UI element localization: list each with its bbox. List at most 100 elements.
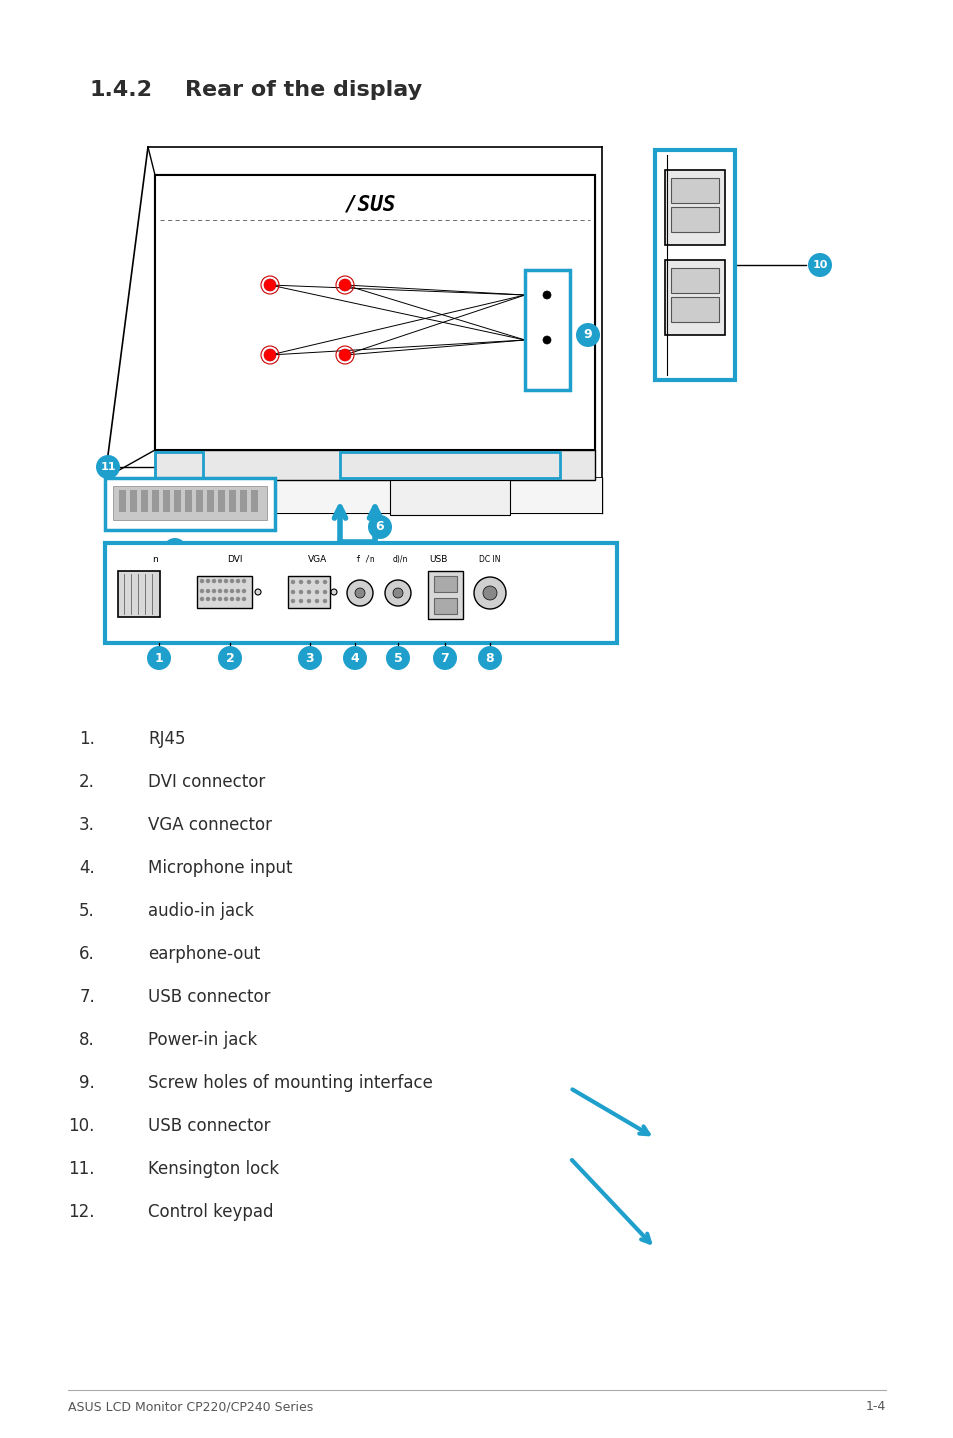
Circle shape — [218, 590, 222, 592]
Bar — [434, 577, 456, 592]
Circle shape — [347, 580, 373, 605]
Text: /SUS: /SUS — [344, 196, 395, 216]
Circle shape — [338, 279, 351, 290]
Text: Microphone input: Microphone input — [148, 858, 293, 877]
Text: Power-in jack: Power-in jack — [148, 1031, 257, 1048]
Text: Rear of the display: Rear of the display — [185, 81, 421, 101]
Bar — [670, 298, 719, 322]
Circle shape — [254, 590, 261, 595]
Circle shape — [323, 580, 327, 584]
Circle shape — [314, 590, 318, 594]
Bar — [434, 598, 456, 614]
Circle shape — [355, 588, 365, 598]
Circle shape — [235, 590, 240, 592]
Bar — [339, 452, 559, 477]
Text: USB connector: USB connector — [148, 988, 271, 1007]
Bar — [670, 207, 719, 232]
Text: RJ45: RJ45 — [148, 731, 185, 748]
Circle shape — [230, 590, 233, 592]
Text: n: n — [152, 555, 157, 564]
Circle shape — [242, 590, 246, 592]
Circle shape — [200, 597, 204, 601]
Text: USB: USB — [428, 555, 447, 564]
Bar — [428, 571, 462, 618]
Circle shape — [314, 600, 318, 603]
Bar — [163, 490, 170, 512]
Circle shape — [307, 580, 311, 584]
Text: ASUS LCD Monitor CP220/CP240 Series: ASUS LCD Monitor CP220/CP240 Series — [68, 1401, 313, 1414]
Text: 7.: 7. — [79, 988, 95, 1007]
Bar — [105, 544, 617, 643]
Text: 10.: 10. — [69, 1117, 95, 1135]
Circle shape — [218, 597, 222, 601]
Circle shape — [323, 590, 327, 594]
Bar — [154, 175, 595, 450]
Text: 3: 3 — [305, 651, 314, 664]
Circle shape — [307, 590, 311, 594]
Text: 10: 10 — [811, 260, 827, 270]
Circle shape — [433, 646, 456, 670]
Circle shape — [338, 349, 351, 361]
Circle shape — [230, 580, 233, 582]
Circle shape — [323, 600, 327, 603]
Bar — [207, 490, 213, 512]
Bar — [118, 571, 160, 617]
Text: 6.: 6. — [79, 945, 95, 963]
Text: 3.: 3. — [79, 815, 95, 834]
Circle shape — [163, 538, 187, 562]
Circle shape — [474, 577, 505, 610]
Circle shape — [264, 279, 275, 290]
Circle shape — [218, 646, 242, 670]
Text: 2.: 2. — [79, 774, 95, 791]
Text: DVI connector: DVI connector — [148, 774, 265, 791]
Circle shape — [385, 580, 411, 605]
Bar — [288, 577, 330, 608]
Text: 2: 2 — [226, 651, 234, 664]
Bar — [524, 270, 569, 390]
Text: 1-4: 1-4 — [864, 1401, 885, 1414]
Text: 4: 4 — [351, 651, 359, 664]
Bar — [670, 267, 719, 293]
Text: Kensington lock: Kensington lock — [148, 1160, 279, 1178]
Bar — [240, 490, 247, 512]
Text: 12: 12 — [167, 545, 183, 555]
Text: DC IN: DC IN — [478, 555, 500, 564]
Circle shape — [264, 349, 275, 361]
Bar — [251, 490, 257, 512]
Bar — [154, 175, 595, 450]
Circle shape — [291, 600, 294, 603]
Text: 4.: 4. — [79, 858, 95, 877]
Bar — [185, 490, 192, 512]
Text: VGA: VGA — [308, 555, 327, 564]
Circle shape — [542, 336, 551, 344]
Bar — [218, 490, 225, 512]
Text: 8.: 8. — [79, 1031, 95, 1048]
Text: DVI: DVI — [227, 555, 242, 564]
Circle shape — [298, 590, 303, 594]
Bar — [670, 178, 719, 203]
Circle shape — [807, 253, 831, 278]
Circle shape — [291, 590, 294, 594]
Text: 1: 1 — [154, 651, 163, 664]
Circle shape — [96, 454, 120, 479]
Circle shape — [386, 646, 410, 670]
Circle shape — [576, 324, 599, 347]
Bar — [105, 477, 274, 531]
Circle shape — [298, 580, 303, 584]
Circle shape — [314, 580, 318, 584]
Text: 5: 5 — [394, 651, 402, 664]
Bar — [655, 150, 734, 380]
Circle shape — [242, 597, 246, 601]
Text: USB connector: USB connector — [148, 1117, 271, 1135]
Text: 1.4.2: 1.4.2 — [90, 81, 152, 101]
Bar — [154, 450, 595, 480]
Bar — [390, 480, 510, 515]
Circle shape — [230, 597, 233, 601]
Circle shape — [298, 600, 303, 603]
Circle shape — [542, 290, 551, 299]
Bar — [112, 486, 267, 521]
Bar — [173, 490, 181, 512]
Bar — [154, 452, 203, 477]
Text: 8: 8 — [485, 651, 494, 664]
Text: Screw holes of mounting interface: Screw holes of mounting interface — [148, 1074, 433, 1091]
